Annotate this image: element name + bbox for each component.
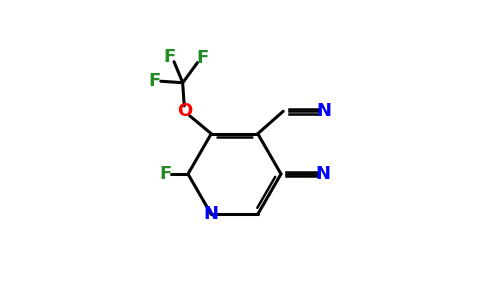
Text: F: F: [159, 165, 172, 183]
Text: F: F: [196, 49, 209, 67]
Text: O: O: [177, 102, 192, 120]
Text: N: N: [316, 165, 331, 183]
Text: N: N: [317, 102, 332, 120]
Text: F: F: [163, 48, 175, 66]
Text: N: N: [204, 205, 219, 223]
Text: F: F: [148, 72, 160, 90]
